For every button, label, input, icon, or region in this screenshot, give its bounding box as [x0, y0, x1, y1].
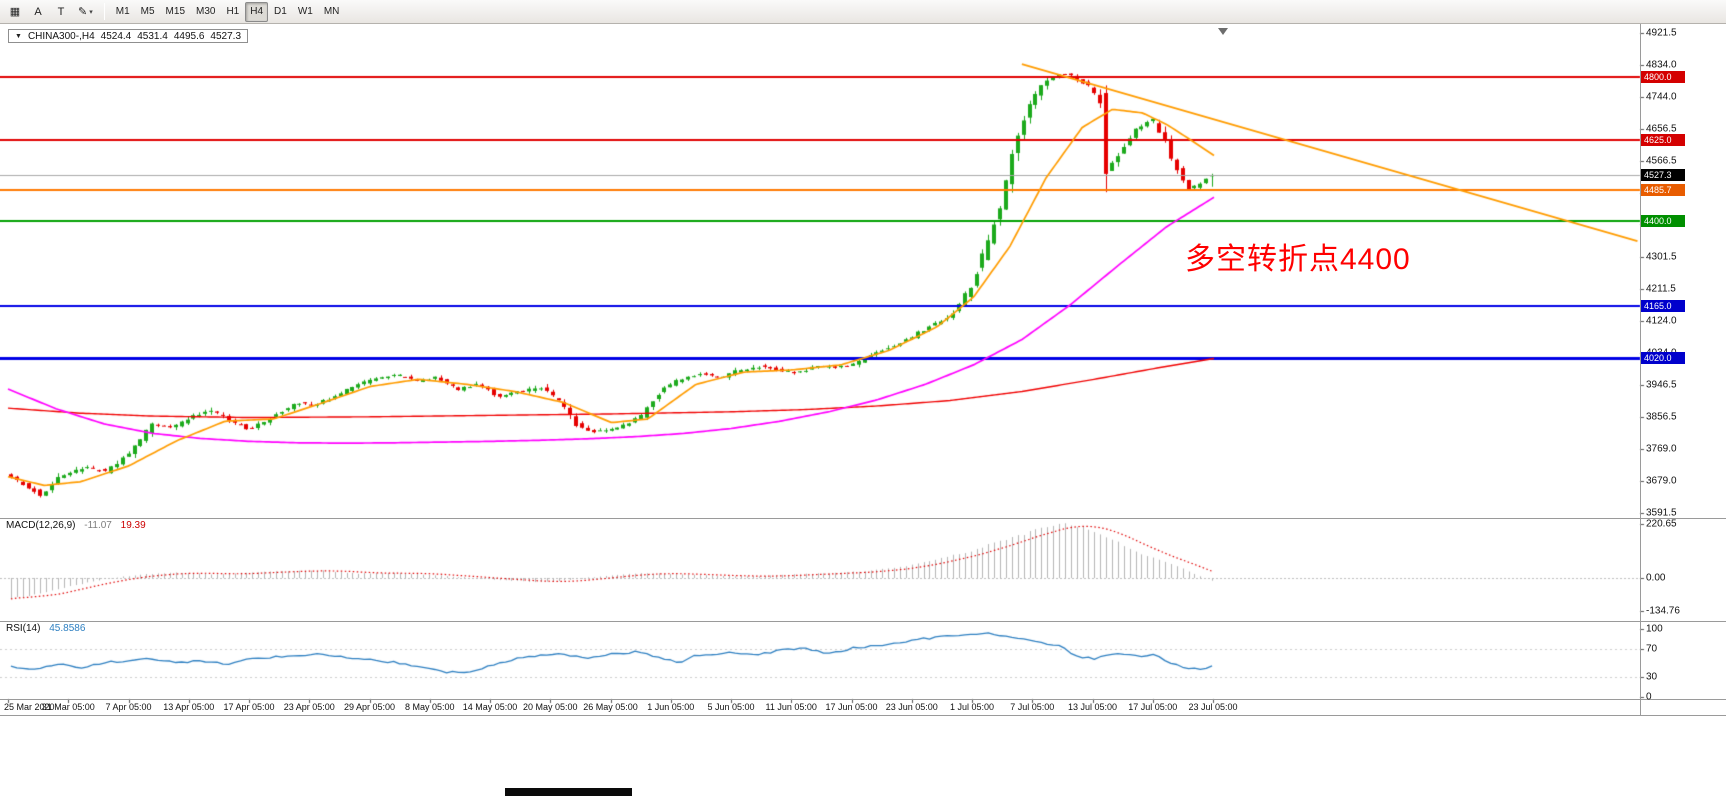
time-axis-border — [0, 699, 1726, 700]
chart-annotation-text: 多空转折点4400 — [1185, 243, 1411, 276]
price-axis-tick: 4124.0 — [1646, 315, 1677, 327]
price-axis-tick: 4744.0 — [1646, 91, 1677, 103]
draw-tools-icon: ✎ — [78, 6, 88, 18]
resistance-tag-4625: 4625.0 — [1641, 134, 1685, 146]
time-axis-label: 31 Mar 05:00 — [41, 702, 95, 712]
price-axis-tick: 4566.5 — [1646, 155, 1677, 167]
ohlc-low: 4495.6 — [173, 30, 205, 42]
macd-label: MACD(12,26,9) -11.07 19.39 — [6, 520, 152, 531]
panel-separator-macd[interactable] — [0, 518, 1726, 519]
rsi-axis-tick: 30 — [1646, 671, 1658, 683]
timeframe-button-h1[interactable]: H1 — [221, 2, 244, 22]
text-tool-icon[interactable]: T — [50, 2, 72, 22]
macd-axis-tick: 0.00 — [1646, 572, 1666, 584]
chart-shift-marker-icon[interactable] — [1218, 28, 1228, 35]
timeframe-button-mn[interactable]: MN — [319, 2, 345, 22]
one-click-trading-icon[interactable]: ▼ — [15, 32, 22, 40]
taskbar-fragment — [505, 788, 632, 796]
price-axis-tick: 3769.0 — [1646, 443, 1677, 455]
time-axis-label: 23 Jun 05:00 — [885, 702, 938, 712]
macd-axis-tick: -134.76 — [1646, 605, 1680, 617]
timeframe-button-h4[interactable]: H4 — [245, 1, 269, 22]
timeframe-button-m1[interactable]: M1 — [111, 2, 135, 22]
price-axis-tick: 3946.5 — [1646, 379, 1677, 391]
support-tag-4400: 4400.0 — [1641, 215, 1685, 228]
price-axis-tick: 4834.0 — [1646, 59, 1677, 71]
toolbar: ▦ A T ✎ ▾ M1 M5 M15 M30 H1 H4 D1 W1 MN — [0, 0, 1726, 24]
macd-main-value: -11.07 — [84, 520, 112, 531]
price-axis-tick: 4301.5 — [1646, 251, 1677, 263]
resistance-tag-4800: 4800.0 — [1641, 70, 1685, 83]
level-tag-4485: 4485.7 — [1641, 184, 1685, 197]
draw-tools-button[interactable]: ✎ ▾ — [73, 2, 98, 22]
toolbar-icons-group: ▦ A T ✎ ▾ — [4, 2, 98, 22]
time-axis-label: 25 Mar 2020 — [4, 702, 55, 712]
symbol-name: CHINA300-,H4 — [27, 30, 95, 42]
rsi-axis-tick: 0 — [1646, 691, 1652, 703]
time-axis-label: 5 Jun 05:00 — [707, 702, 755, 712]
ohlc-high: 4531.4 — [137, 30, 168, 42]
timeframe-group: M1 M5 M15 M30 H1 H4 D1 W1 MN — [111, 1, 345, 22]
price-axis-border — [1640, 24, 1641, 716]
rsi-name: RSI(14) — [6, 623, 41, 634]
time-axis-label: 7 Apr 05:00 — [105, 702, 152, 712]
time-axis-label: 14 May 05:00 — [462, 702, 518, 712]
chevron-down-icon: ▾ — [89, 8, 93, 16]
ohlc-open: 4524.4 — [100, 30, 132, 42]
time-axis-label: 20 May 05:00 — [522, 702, 578, 712]
rsi-axis-tick: 70 — [1646, 643, 1658, 655]
ohlc-close: 4527.3 — [210, 30, 242, 42]
panel-separator-rsi[interactable] — [0, 621, 1726, 622]
time-axis-label: 7 Jul 05:00 — [1010, 702, 1055, 712]
time-axis-label: 1 Jun 05:00 — [647, 702, 695, 712]
macd-axis-tick: 220.65 — [1646, 518, 1677, 530]
time-axis-label: 1 Jul 05:00 — [949, 702, 995, 712]
current-price-tag: 4527.3 — [1641, 169, 1685, 182]
time-axis-label: 8 May 05:00 — [404, 702, 455, 712]
price-axis-tick: 3679.0 — [1646, 475, 1677, 487]
time-axis-label: 23 Apr 05:00 — [283, 702, 335, 712]
cursor-a-icon[interactable]: A — [27, 2, 49, 22]
timeframe-button-w1[interactable]: W1 — [293, 2, 318, 22]
price-axis-tick: 4211.5 — [1646, 283, 1676, 295]
symbol-info-box[interactable]: ▼ CHINA300-,H4 4524.4 4531.4 4495.6 4527… — [8, 29, 249, 43]
time-axis-label: 29 Apr 05:00 — [343, 702, 396, 712]
chart-bottom-border — [0, 715, 1726, 716]
toolbar-separator — [103, 3, 105, 20]
price-axis-tick: 4656.5 — [1646, 123, 1677, 135]
price-axis-tick: 3591.5 — [1646, 507, 1677, 519]
time-axis-label: 11 Jun 05:00 — [765, 702, 817, 712]
support-tag-4020: 4020.0 — [1641, 352, 1685, 365]
rsi-value: 45.8586 — [49, 623, 86, 634]
time-axis-label: 13 Jul 05:00 — [1067, 702, 1118, 712]
time-axis-label: 26 May 05:00 — [583, 702, 638, 712]
time-axis-label: 17 Apr 05:00 — [223, 702, 275, 712]
time-axis-label: 13 Apr 05:00 — [163, 702, 215, 712]
timeframe-button-d1[interactable]: D1 — [269, 2, 292, 22]
timeframe-button-m5[interactable]: M5 — [136, 2, 160, 22]
time-axis-label: 17 Jun 05:00 — [825, 702, 878, 712]
rsi-axis-tick: 100 — [1646, 623, 1663, 635]
time-axis-label: 23 Jul 05:00 — [1188, 702, 1238, 712]
price-axis-tick: 3856.5 — [1646, 411, 1677, 423]
price-axis-tick: 4921.5 — [1646, 27, 1677, 39]
timeframe-button-m15[interactable]: M15 — [161, 2, 190, 22]
rsi-label: RSI(14) 45.8586 — [6, 623, 91, 634]
macd-signal-value: 19.39 — [120, 520, 146, 531]
support-tag-4165: 4165.0 — [1641, 300, 1685, 313]
timeframe-button-m30[interactable]: M30 — [191, 2, 220, 22]
time-axis-label: 17 Jul 05:00 — [1128, 702, 1178, 712]
macd-name: MACD(12,26,9) — [6, 520, 76, 531]
chart-window-icon[interactable]: ▦ — [4, 2, 26, 22]
